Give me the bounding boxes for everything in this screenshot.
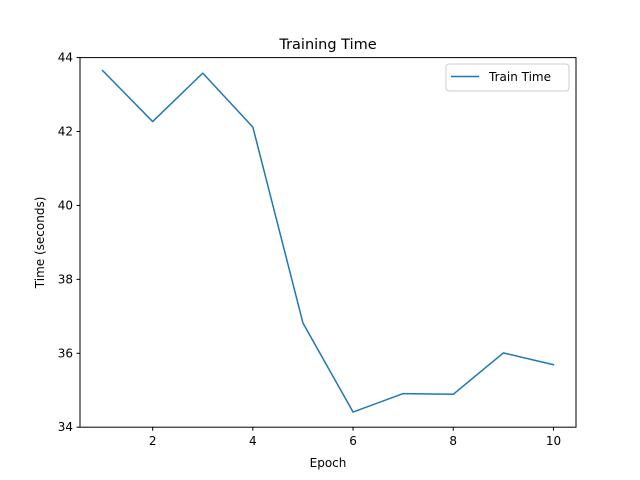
y-tick-label: 40: [58, 198, 73, 212]
y-tick-label: 34: [58, 420, 73, 434]
y-tick-label: 38: [58, 272, 73, 286]
legend: Train Time: [445, 63, 570, 92]
legend-label: Train Time: [488, 70, 551, 84]
y-tick-label: 42: [58, 125, 73, 139]
x-tick-label: 2: [149, 434, 157, 448]
legend-box: [445, 63, 570, 92]
x-tick-label: 6: [349, 434, 357, 448]
y-tick-label: 36: [58, 346, 73, 360]
axes-frame: [79, 57, 577, 428]
tick-layer: 2 4 6 8 10 34 36 38 40 42 44: [58, 51, 561, 449]
plot-area: [80, 57, 576, 428]
chart-title: Training Time: [278, 37, 376, 53]
y-tick-label: 44: [58, 51, 73, 65]
x-tick-label: 4: [249, 434, 257, 448]
series-line-train-time: [101, 69, 555, 413]
x-tick-label: 10: [546, 434, 561, 448]
x-tick-label: 8: [449, 434, 457, 448]
series-layer: [101, 69, 555, 413]
x-axis-label: Epoch: [310, 456, 347, 470]
y-axis-label: Time (seconds): [33, 197, 47, 290]
